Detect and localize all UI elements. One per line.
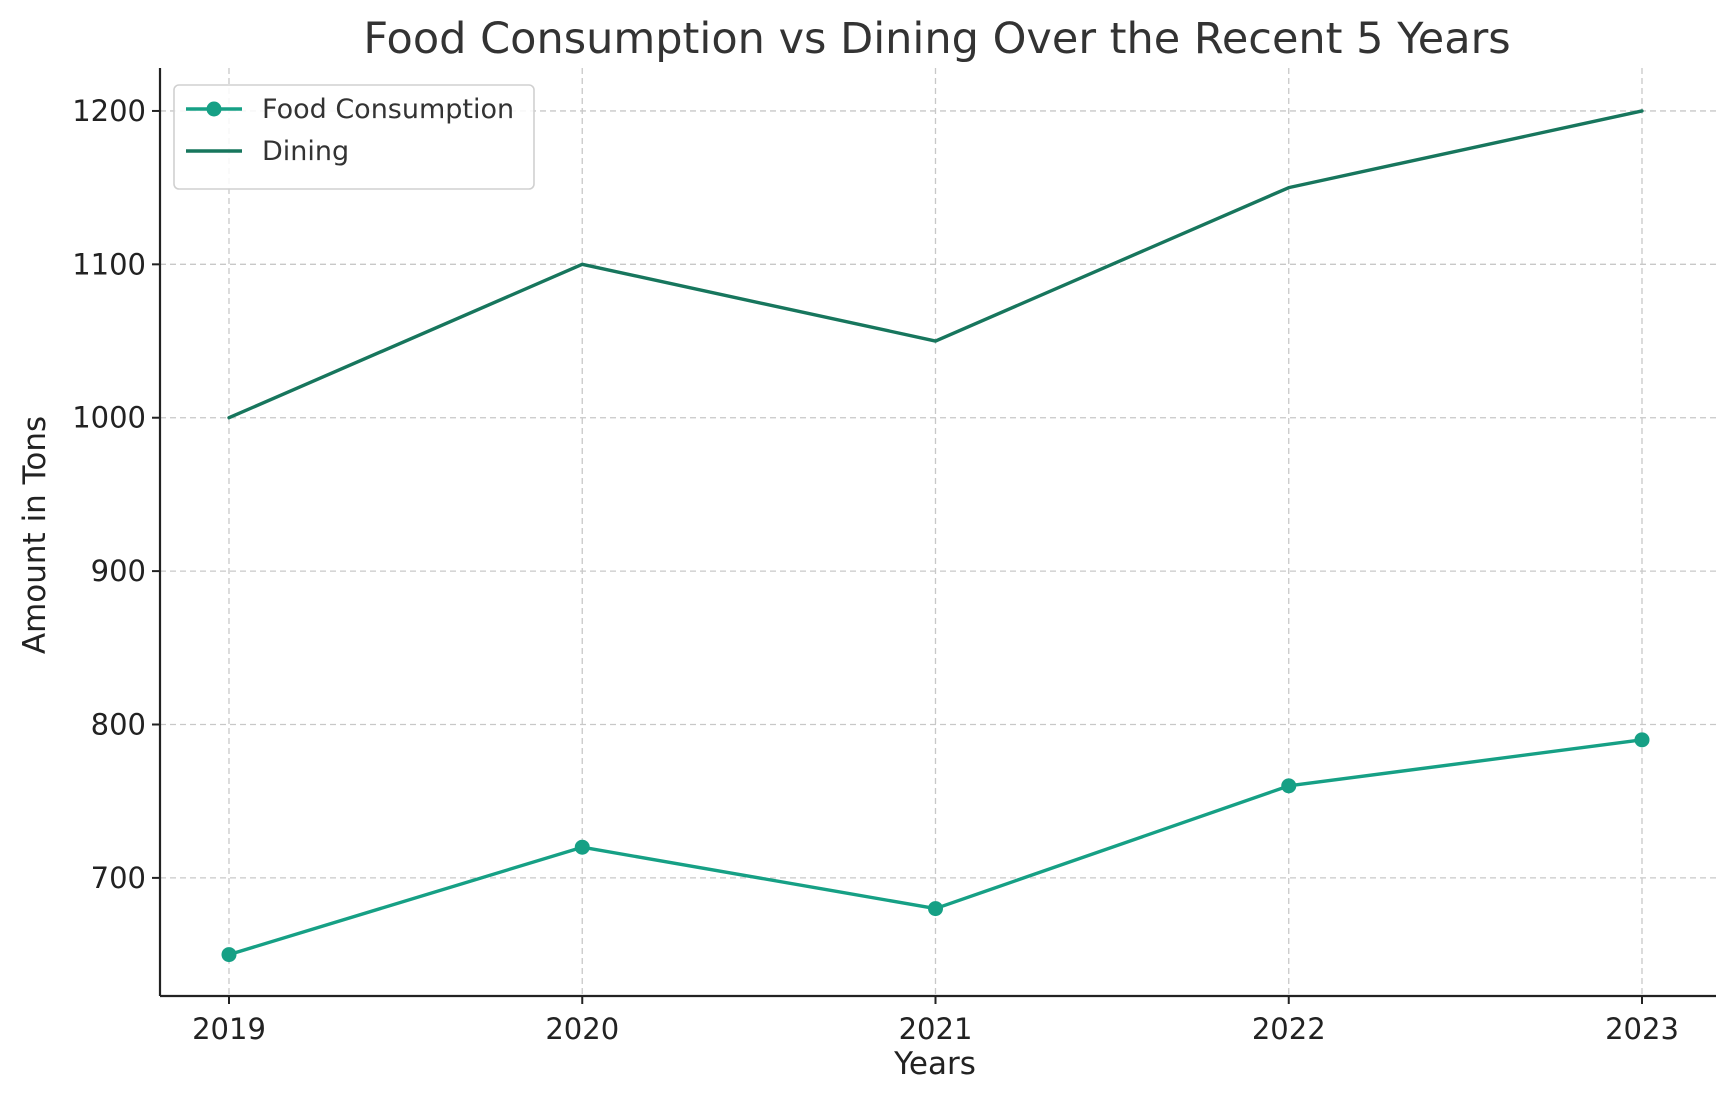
legend-marker-food-consumption xyxy=(206,101,222,117)
x-tick-label: 2022 xyxy=(1252,1012,1326,1046)
grid xyxy=(160,68,1716,996)
y-tick-label: 700 xyxy=(91,861,146,895)
x-tick-label: 2020 xyxy=(545,1012,619,1046)
legend-box xyxy=(173,84,535,190)
y-axis-label: Amount in Tons xyxy=(17,416,53,654)
axes xyxy=(152,68,1716,1004)
series-line-dining xyxy=(227,109,1644,420)
y-tick-label: 1000 xyxy=(72,401,146,435)
data-point-food-consumption xyxy=(574,839,590,855)
x-axis-label: Years xyxy=(893,1046,976,1082)
data-point-food-consumption xyxy=(1281,778,1297,794)
chart-title: Food Consumption vs Dining Over the Rece… xyxy=(363,14,1510,64)
x-tick-label: 2021 xyxy=(899,1012,973,1046)
data-point-food-consumption xyxy=(928,901,943,917)
y-tick-label: 900 xyxy=(91,554,146,588)
legend-label-food-consumption: Food Consumption xyxy=(262,94,514,125)
legend: Food Consumption Dining xyxy=(173,84,535,190)
y-tick-label: 1100 xyxy=(72,247,146,281)
legend-label-dining: Dining xyxy=(262,136,349,167)
series-lines xyxy=(221,109,1650,963)
data-point-food-consumption xyxy=(221,947,237,963)
y-tick-label: 1200 xyxy=(72,94,146,128)
data-point-food-consumption xyxy=(1634,732,1650,748)
x-tick-label: 2019 xyxy=(192,1012,266,1046)
x-tick-label: 2023 xyxy=(1605,1012,1679,1046)
y-tick-label: 800 xyxy=(91,708,146,742)
tick-labels: 2019 2020 2021 2022 2023 700 800 900 1000 1100 120… xyxy=(72,94,1679,1046)
